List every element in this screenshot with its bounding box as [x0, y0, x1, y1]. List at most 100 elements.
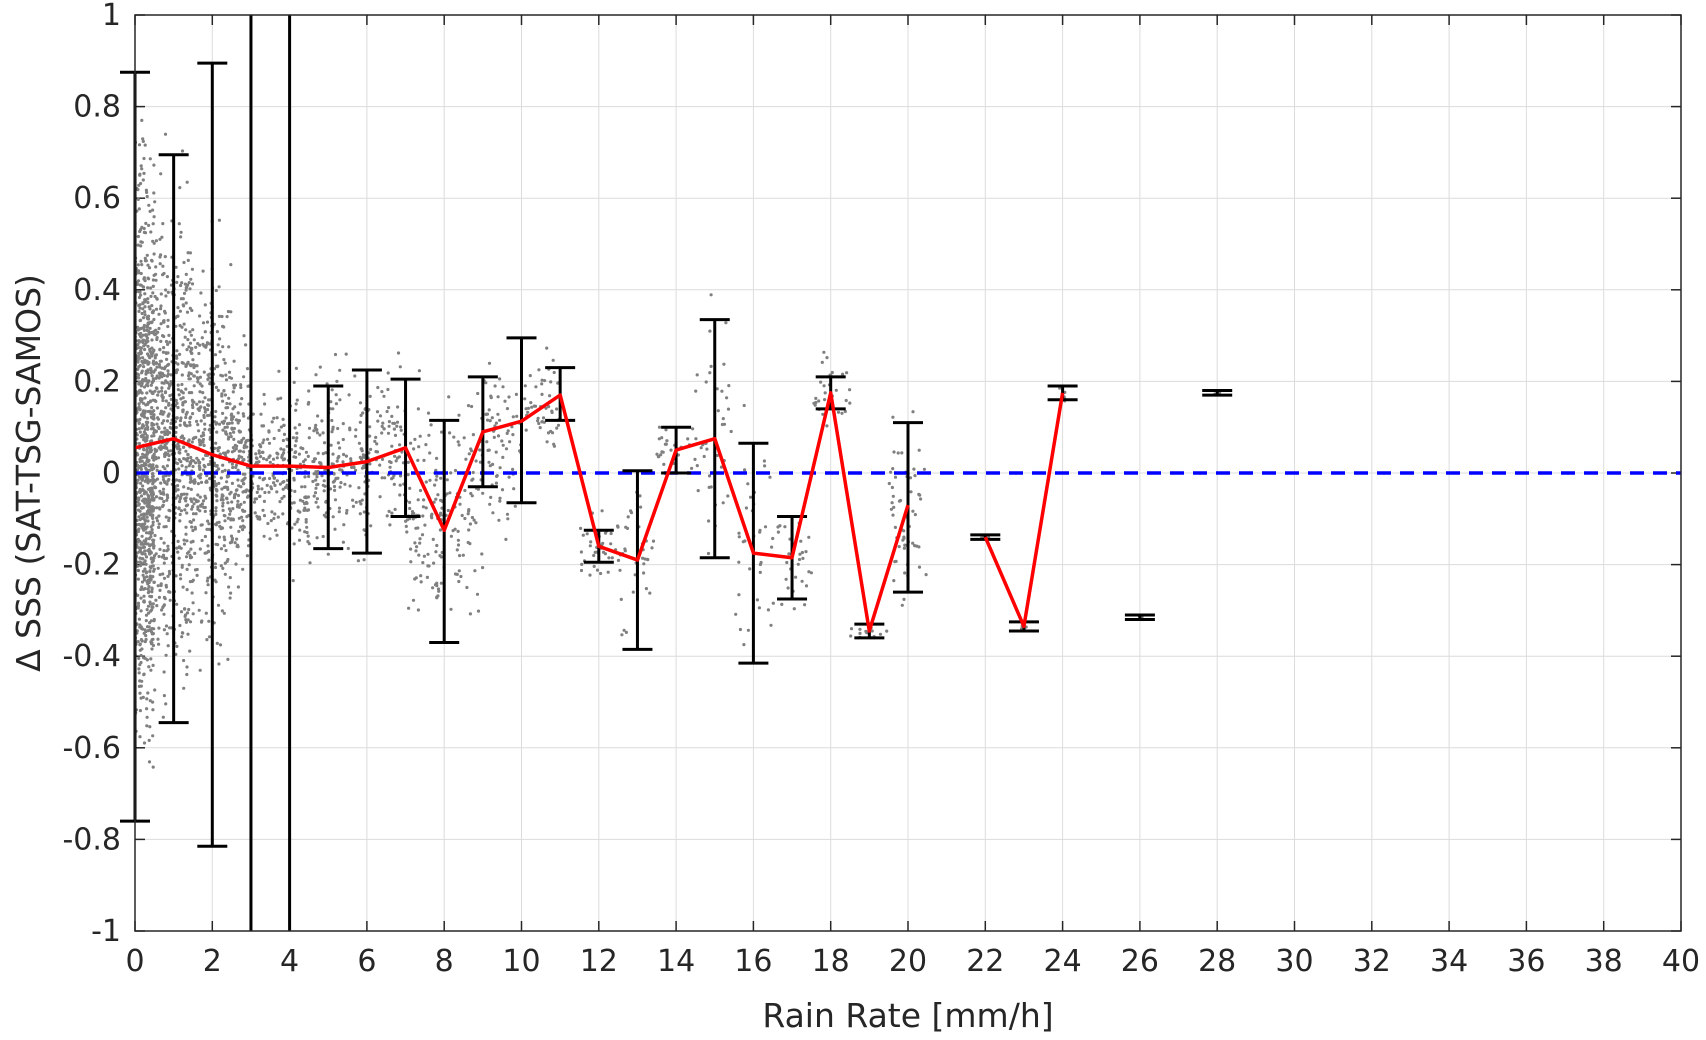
scatter-point	[459, 574, 463, 579]
scatter-point	[407, 606, 411, 610]
scatter-point	[387, 406, 391, 410]
scatter-point	[758, 530, 762, 534]
scatter-point	[222, 389, 226, 393]
scatter-point	[315, 483, 319, 487]
scatter-point	[151, 222, 155, 226]
scatter-point	[167, 333, 171, 337]
scatter-point	[893, 560, 897, 564]
scatter-point	[427, 564, 431, 568]
scatter-point	[783, 525, 787, 529]
scatter-point	[153, 354, 157, 358]
scatter-point	[161, 715, 165, 719]
scatter-point	[498, 499, 502, 503]
scatter-point	[167, 401, 171, 405]
scatter-point	[149, 330, 154, 335]
scatter-point	[768, 475, 772, 479]
scatter-point	[422, 498, 426, 502]
scatter-point	[428, 451, 432, 455]
scatter-point	[240, 397, 244, 401]
scatter-point	[164, 515, 168, 519]
scatter-point	[292, 455, 296, 459]
scatter-point	[346, 546, 350, 551]
scatter-point	[227, 345, 231, 349]
scatter-point	[496, 412, 500, 416]
scatter-point	[356, 559, 360, 563]
scatter-point	[258, 476, 262, 480]
scatter-point	[320, 419, 324, 423]
scatter-point	[168, 598, 172, 602]
scatter-point	[159, 172, 163, 176]
scatter-point	[138, 556, 142, 560]
scatter-point	[708, 371, 712, 375]
scatter-point	[155, 516, 159, 520]
scatter-point	[181, 631, 185, 635]
scatter-point	[164, 294, 168, 298]
scatter-point	[530, 405, 534, 409]
scatter-point	[135, 356, 140, 360]
scatter-point	[165, 482, 169, 486]
scatter-point	[143, 463, 147, 467]
scatter-point	[152, 627, 156, 631]
scatter-point	[197, 400, 202, 404]
scatter-point	[794, 575, 798, 579]
scatter-point	[175, 314, 179, 319]
scatter-point	[155, 477, 160, 481]
x-tick-label: 6	[357, 944, 376, 979]
scatter-point	[256, 484, 260, 488]
scatter-point	[417, 445, 421, 449]
scatter-point	[337, 506, 342, 510]
scatter-point	[203, 505, 207, 510]
scatter-point	[156, 584, 160, 588]
scatter-point	[139, 397, 143, 401]
scatter-point	[342, 523, 346, 527]
scatter-point	[498, 466, 502, 470]
scatter-point	[225, 401, 229, 406]
scatter-point	[378, 414, 383, 418]
scatter-point	[758, 562, 763, 567]
scatter-point	[456, 538, 460, 542]
scatter-point	[295, 398, 299, 402]
scatter-point	[157, 376, 161, 380]
scatter-point	[237, 529, 241, 534]
scatter-point	[141, 378, 145, 382]
scatter-point	[466, 404, 471, 408]
scatter-point	[358, 500, 362, 504]
scatter-point	[467, 509, 471, 513]
scatter-point	[241, 412, 245, 416]
scatter-point	[191, 612, 195, 616]
scatter-point	[924, 573, 928, 577]
scatter-point	[137, 441, 141, 446]
scatter-point	[341, 422, 345, 426]
scatter-point	[360, 498, 364, 502]
scatter-point	[408, 486, 412, 490]
scatter-point	[282, 448, 286, 452]
scatter-point	[137, 402, 141, 406]
scatter-point	[147, 625, 151, 629]
scatter-point	[448, 431, 452, 435]
scatter-point	[305, 508, 309, 512]
scatter-point	[157, 514, 161, 518]
scatter-point	[155, 422, 159, 426]
plot-frame	[134, 14, 1682, 932]
scatter-point	[161, 319, 166, 324]
scatter-point	[917, 448, 921, 452]
scatter-point	[139, 653, 143, 658]
scatter-point	[142, 276, 146, 280]
scatter-point	[720, 389, 724, 393]
scatter-point	[306, 402, 310, 406]
scatter-point	[138, 691, 142, 695]
scatter-point	[136, 577, 140, 581]
scatter-point	[467, 528, 471, 532]
scatter-point	[267, 455, 271, 459]
scatter-point	[157, 390, 161, 394]
scatter-point	[189, 333, 193, 337]
scatter-point	[456, 529, 460, 534]
scatter-point	[139, 609, 143, 613]
scatter-point	[242, 375, 246, 379]
scatter-point	[422, 554, 426, 558]
scatter-point	[165, 464, 169, 468]
scatter-point	[267, 490, 271, 494]
scatter-point	[181, 585, 185, 589]
scatter-point	[339, 481, 343, 485]
scatter-point	[228, 431, 232, 436]
